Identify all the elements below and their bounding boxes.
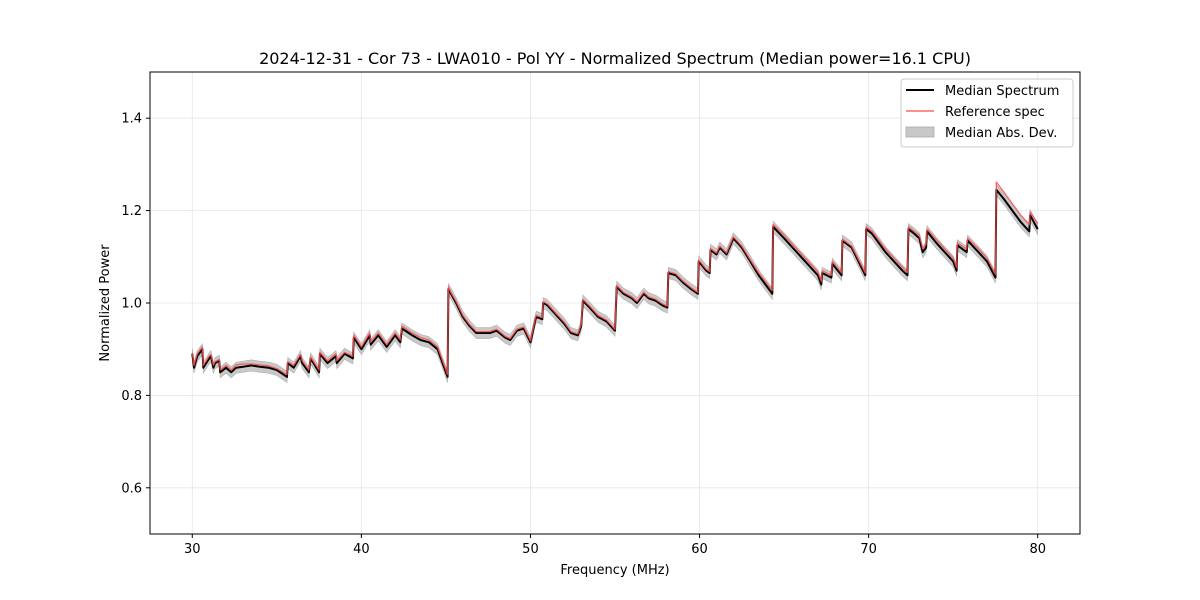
x-axis-label: Frequency (MHz) [560, 563, 669, 578]
y-axis-label: Normalized Power [98, 244, 113, 362]
x-tick-label: 50 [522, 542, 539, 557]
y-tick-label: 0.6 [121, 481, 142, 496]
x-tick-label: 80 [1029, 542, 1046, 557]
reference-spec-line [191, 181, 1039, 376]
x-tick-label: 30 [184, 542, 201, 557]
legend-median-label: Median Spectrum [945, 84, 1059, 99]
x-tick-label: 40 [353, 542, 370, 557]
legend-box [900, 78, 1074, 148]
x-tick-label: 60 [691, 542, 708, 557]
legend-mad-label: Median Abs. Dev. [945, 126, 1057, 141]
legend-reference-label: Reference spec [945, 105, 1045, 120]
legend-mad-swatch [905, 126, 935, 138]
x-tick-label: 70 [860, 542, 877, 557]
y-tick-label: 1.4 [121, 112, 142, 127]
y-tick-label: 1.2 [121, 204, 142, 219]
x-axis-ticks: 30 40 50 60 70 80 [184, 534, 1046, 557]
chart-title: 2024-12-31 - Cor 73 - LWA010 - Pol YY - … [259, 49, 971, 68]
y-tick-label: 1.0 [121, 297, 142, 312]
y-tick-label: 0.8 [121, 389, 142, 404]
series-lines [191, 181, 1039, 378]
legend: Median Spectrum Reference spec Median Ab… [900, 78, 1074, 148]
y-axis-ticks: 0.6 0.8 1.0 1.2 1.4 [121, 112, 150, 496]
